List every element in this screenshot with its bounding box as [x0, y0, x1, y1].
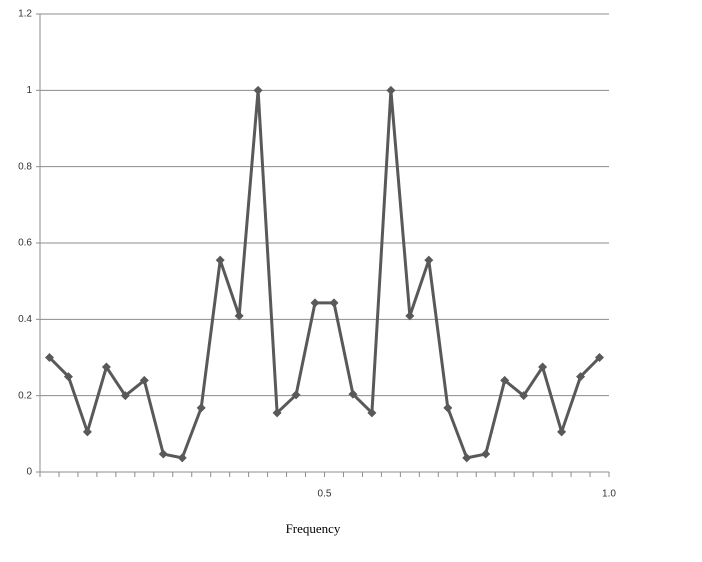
x-axis-title: Frequency [286, 521, 341, 536]
data-point [329, 298, 339, 308]
data-point [481, 449, 491, 459]
data-point [519, 391, 529, 401]
data-point [196, 403, 206, 413]
data-point [538, 362, 548, 372]
data-line [48, 88, 601, 460]
data-point [462, 453, 472, 463]
data-point [310, 298, 320, 308]
data-point [45, 353, 55, 362]
y-tick-label: 0.6 [18, 238, 32, 249]
data-point [291, 390, 301, 400]
data-point [443, 403, 453, 413]
data-point [215, 255, 225, 265]
data-point [158, 449, 168, 459]
y-tick-label: 0 [26, 467, 32, 478]
data-point [139, 375, 149, 385]
y-tick-label: 1 [26, 85, 32, 96]
data-point [348, 389, 358, 399]
data-point [272, 408, 282, 418]
data-point [82, 427, 92, 437]
data-point [101, 362, 111, 372]
data-point [120, 391, 130, 401]
data-point [424, 255, 434, 265]
data-point [386, 85, 396, 95]
y-tick-label: 0.2 [18, 390, 32, 401]
data-point [576, 372, 586, 382]
data-point [234, 311, 244, 321]
y-tick-label: 1.2 [18, 9, 32, 20]
x-tick-label: 1.0 [602, 489, 616, 500]
data-point [253, 85, 263, 95]
data-point [367, 408, 377, 418]
y-tick-label: 0.8 [18, 161, 32, 172]
x-tick-label: 0.5 [318, 489, 332, 500]
data-point [557, 427, 567, 437]
data-point [594, 353, 604, 362]
y-tick-label: 0.4 [18, 314, 32, 325]
data-point [177, 453, 187, 463]
data-point [63, 372, 73, 382]
data-point [500, 375, 510, 385]
data-point [405, 311, 415, 321]
